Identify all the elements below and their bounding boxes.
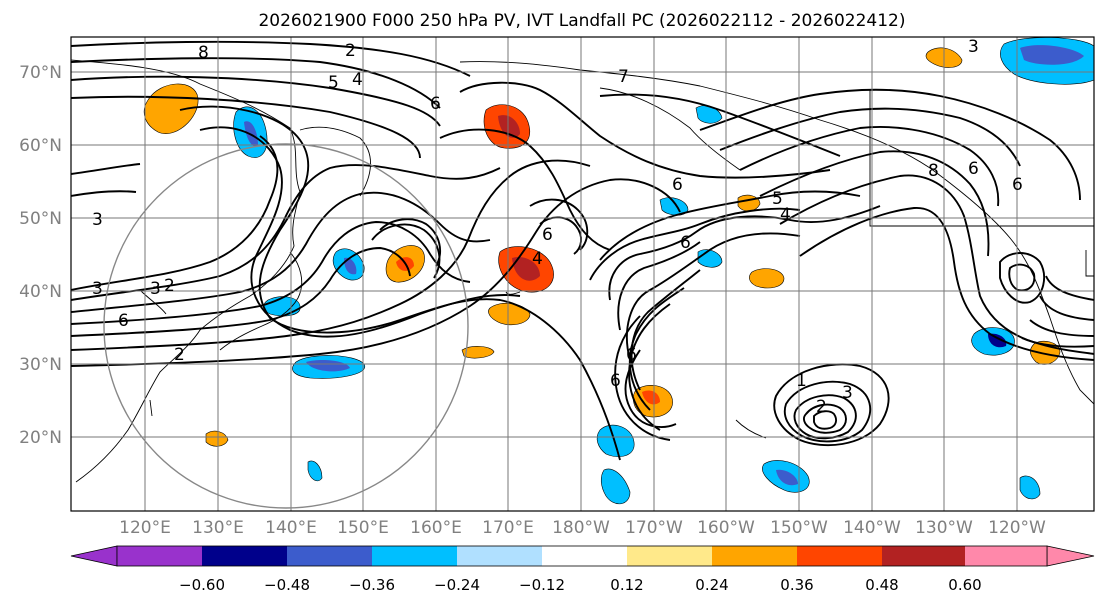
- contour-label: 2: [164, 276, 175, 296]
- negative-anomaly-blob: [292, 355, 366, 379]
- longitude-labels: 120°E 130°E 140°E 150°E 160°E 170°E 180°…: [119, 518, 1046, 538]
- negative-anomaly-blob: [263, 296, 301, 317]
- contour-label: 2: [345, 41, 356, 61]
- colorbar-tick-label: −0.36: [349, 576, 395, 594]
- contour-label: 4: [532, 249, 543, 269]
- contour-label: 8: [198, 43, 209, 63]
- contour-label: 6: [680, 233, 691, 253]
- positive-anomaly-blob: [461, 346, 495, 359]
- positive-anomaly-blob: [749, 268, 785, 289]
- colorbar-tick-label: 0.60: [948, 576, 981, 594]
- negative-anomaly-blob: [971, 327, 1015, 356]
- colorbar-segment: [202, 546, 287, 566]
- colorbar-tick-label: −0.48: [264, 576, 310, 594]
- contour-labels: 8 2 5 4 6 7 3 3 3 2 6 2 4 6 6 5 4 6 6 6: [92, 37, 1023, 417]
- colorbar-tick-label: −0.60: [179, 576, 225, 594]
- colorbar-segment: [882, 546, 965, 566]
- map-panel: 8 2 5 4 6 7 3 3 3 2 6 2 4 6 6 5 4 6 6 6: [70, 36, 1095, 512]
- pv-contours: [71, 40, 1094, 461]
- lat-label: 70°N: [19, 63, 62, 83]
- contour-label: 6: [610, 371, 621, 391]
- colorbar-tick-label: 0.36: [780, 576, 813, 594]
- positive-anomaly-blob: [498, 246, 554, 293]
- contour-label: 2: [816, 397, 827, 417]
- positive-anomaly-blob: [633, 385, 673, 418]
- contour-label: 5: [328, 73, 339, 93]
- colorbar-right-arrow: [1046, 545, 1095, 567]
- lon-label: 120°W: [988, 518, 1046, 538]
- colorbar-segment: [287, 546, 372, 566]
- lat-label: 50°N: [19, 209, 62, 229]
- lon-label: 130°W: [915, 518, 973, 538]
- lon-label: 140°W: [843, 518, 901, 538]
- contour-label: 4: [780, 205, 791, 225]
- contour-label: 4: [352, 70, 363, 90]
- colorbar-segment: [797, 546, 882, 566]
- lon-label: 120°E: [119, 518, 171, 538]
- map-frame: [70, 36, 1095, 512]
- colorbar-tick-label: 0.48: [865, 576, 898, 594]
- colorbar-frame: [116, 545, 1048, 567]
- contour-label: 3: [842, 383, 853, 403]
- colorbar-tick-label: 0.12: [610, 576, 643, 594]
- colorbar-ticks: −0.60 −0.48 −0.36 −0.24 −0.12 0.12 0.24 …: [179, 576, 982, 594]
- lon-label: 160°W: [697, 518, 755, 538]
- colorbar-left-arrow: [70, 545, 118, 567]
- lat-label: 60°N: [19, 136, 62, 156]
- lon-label: 140°E: [265, 518, 317, 538]
- colorbar-tick-label: −0.24: [434, 576, 480, 594]
- colorbar-segment: [372, 546, 457, 566]
- map-title: 2026021900 F000 250 hPa PV, IVT Landfall…: [258, 11, 905, 31]
- lon-label: 170°W: [625, 518, 683, 538]
- negative-anomaly-blob: [762, 460, 810, 493]
- lon-label: 130°E: [192, 518, 244, 538]
- contour-label: 6: [1012, 175, 1023, 195]
- lon-label: 150°E: [337, 518, 389, 538]
- landfall-circle: [103, 143, 469, 509]
- contour-label: 6: [430, 94, 441, 114]
- negative-anomaly-blob: [600, 468, 631, 505]
- negative-anomaly-blob: [596, 424, 635, 457]
- contour-label: 6: [542, 225, 553, 245]
- colorbar: [70, 545, 1095, 567]
- colorbar-segment: [542, 546, 627, 566]
- positive-anomaly-blob: [205, 430, 229, 447]
- colorbar-segment: [965, 546, 1047, 566]
- ivt-shading: [143, 37, 1094, 505]
- negative-anomaly-blob: [307, 460, 323, 482]
- contour-label: 3: [150, 279, 161, 299]
- contour-label: 6: [968, 159, 979, 179]
- colorbar-segment: [117, 546, 202, 566]
- lon-label: 170°E: [482, 518, 534, 538]
- contour-label: 8: [928, 161, 939, 181]
- colorbar-tick-label: −0.12: [519, 576, 565, 594]
- lat-label: 20°N: [19, 428, 62, 448]
- contour-label: 2: [174, 345, 185, 365]
- colorbar-segment: [712, 546, 797, 566]
- negative-anomaly-blob: [1019, 475, 1041, 500]
- lon-label: 180°W: [552, 518, 610, 538]
- contour-label: 5: [772, 189, 783, 209]
- lat-label: 30°N: [19, 355, 62, 375]
- colorbar-segment: [627, 546, 712, 566]
- contour-label: 3: [968, 37, 979, 57]
- colorbar-segment: [457, 546, 542, 566]
- negative-anomaly-blob: [1000, 37, 1094, 85]
- graticule: [71, 37, 1094, 511]
- contour-label: 6: [626, 345, 637, 365]
- contour-label: 3: [92, 210, 103, 230]
- lon-label: 150°W: [770, 518, 828, 538]
- contour-label: 6: [118, 311, 129, 331]
- negative-anomaly-blob: [332, 248, 365, 281]
- lon-label: 160°E: [410, 518, 462, 538]
- lat-label: 40°N: [19, 282, 62, 302]
- contour-label: 3: [92, 279, 103, 299]
- contour-label: 1: [796, 371, 807, 391]
- latitude-labels: 70°N 60°N 50°N 40°N 30°N 20°N: [19, 63, 62, 448]
- contour-label: 6: [672, 175, 683, 195]
- contour-label: 7: [618, 67, 629, 87]
- colorbar-tick-label: 0.24: [695, 576, 728, 594]
